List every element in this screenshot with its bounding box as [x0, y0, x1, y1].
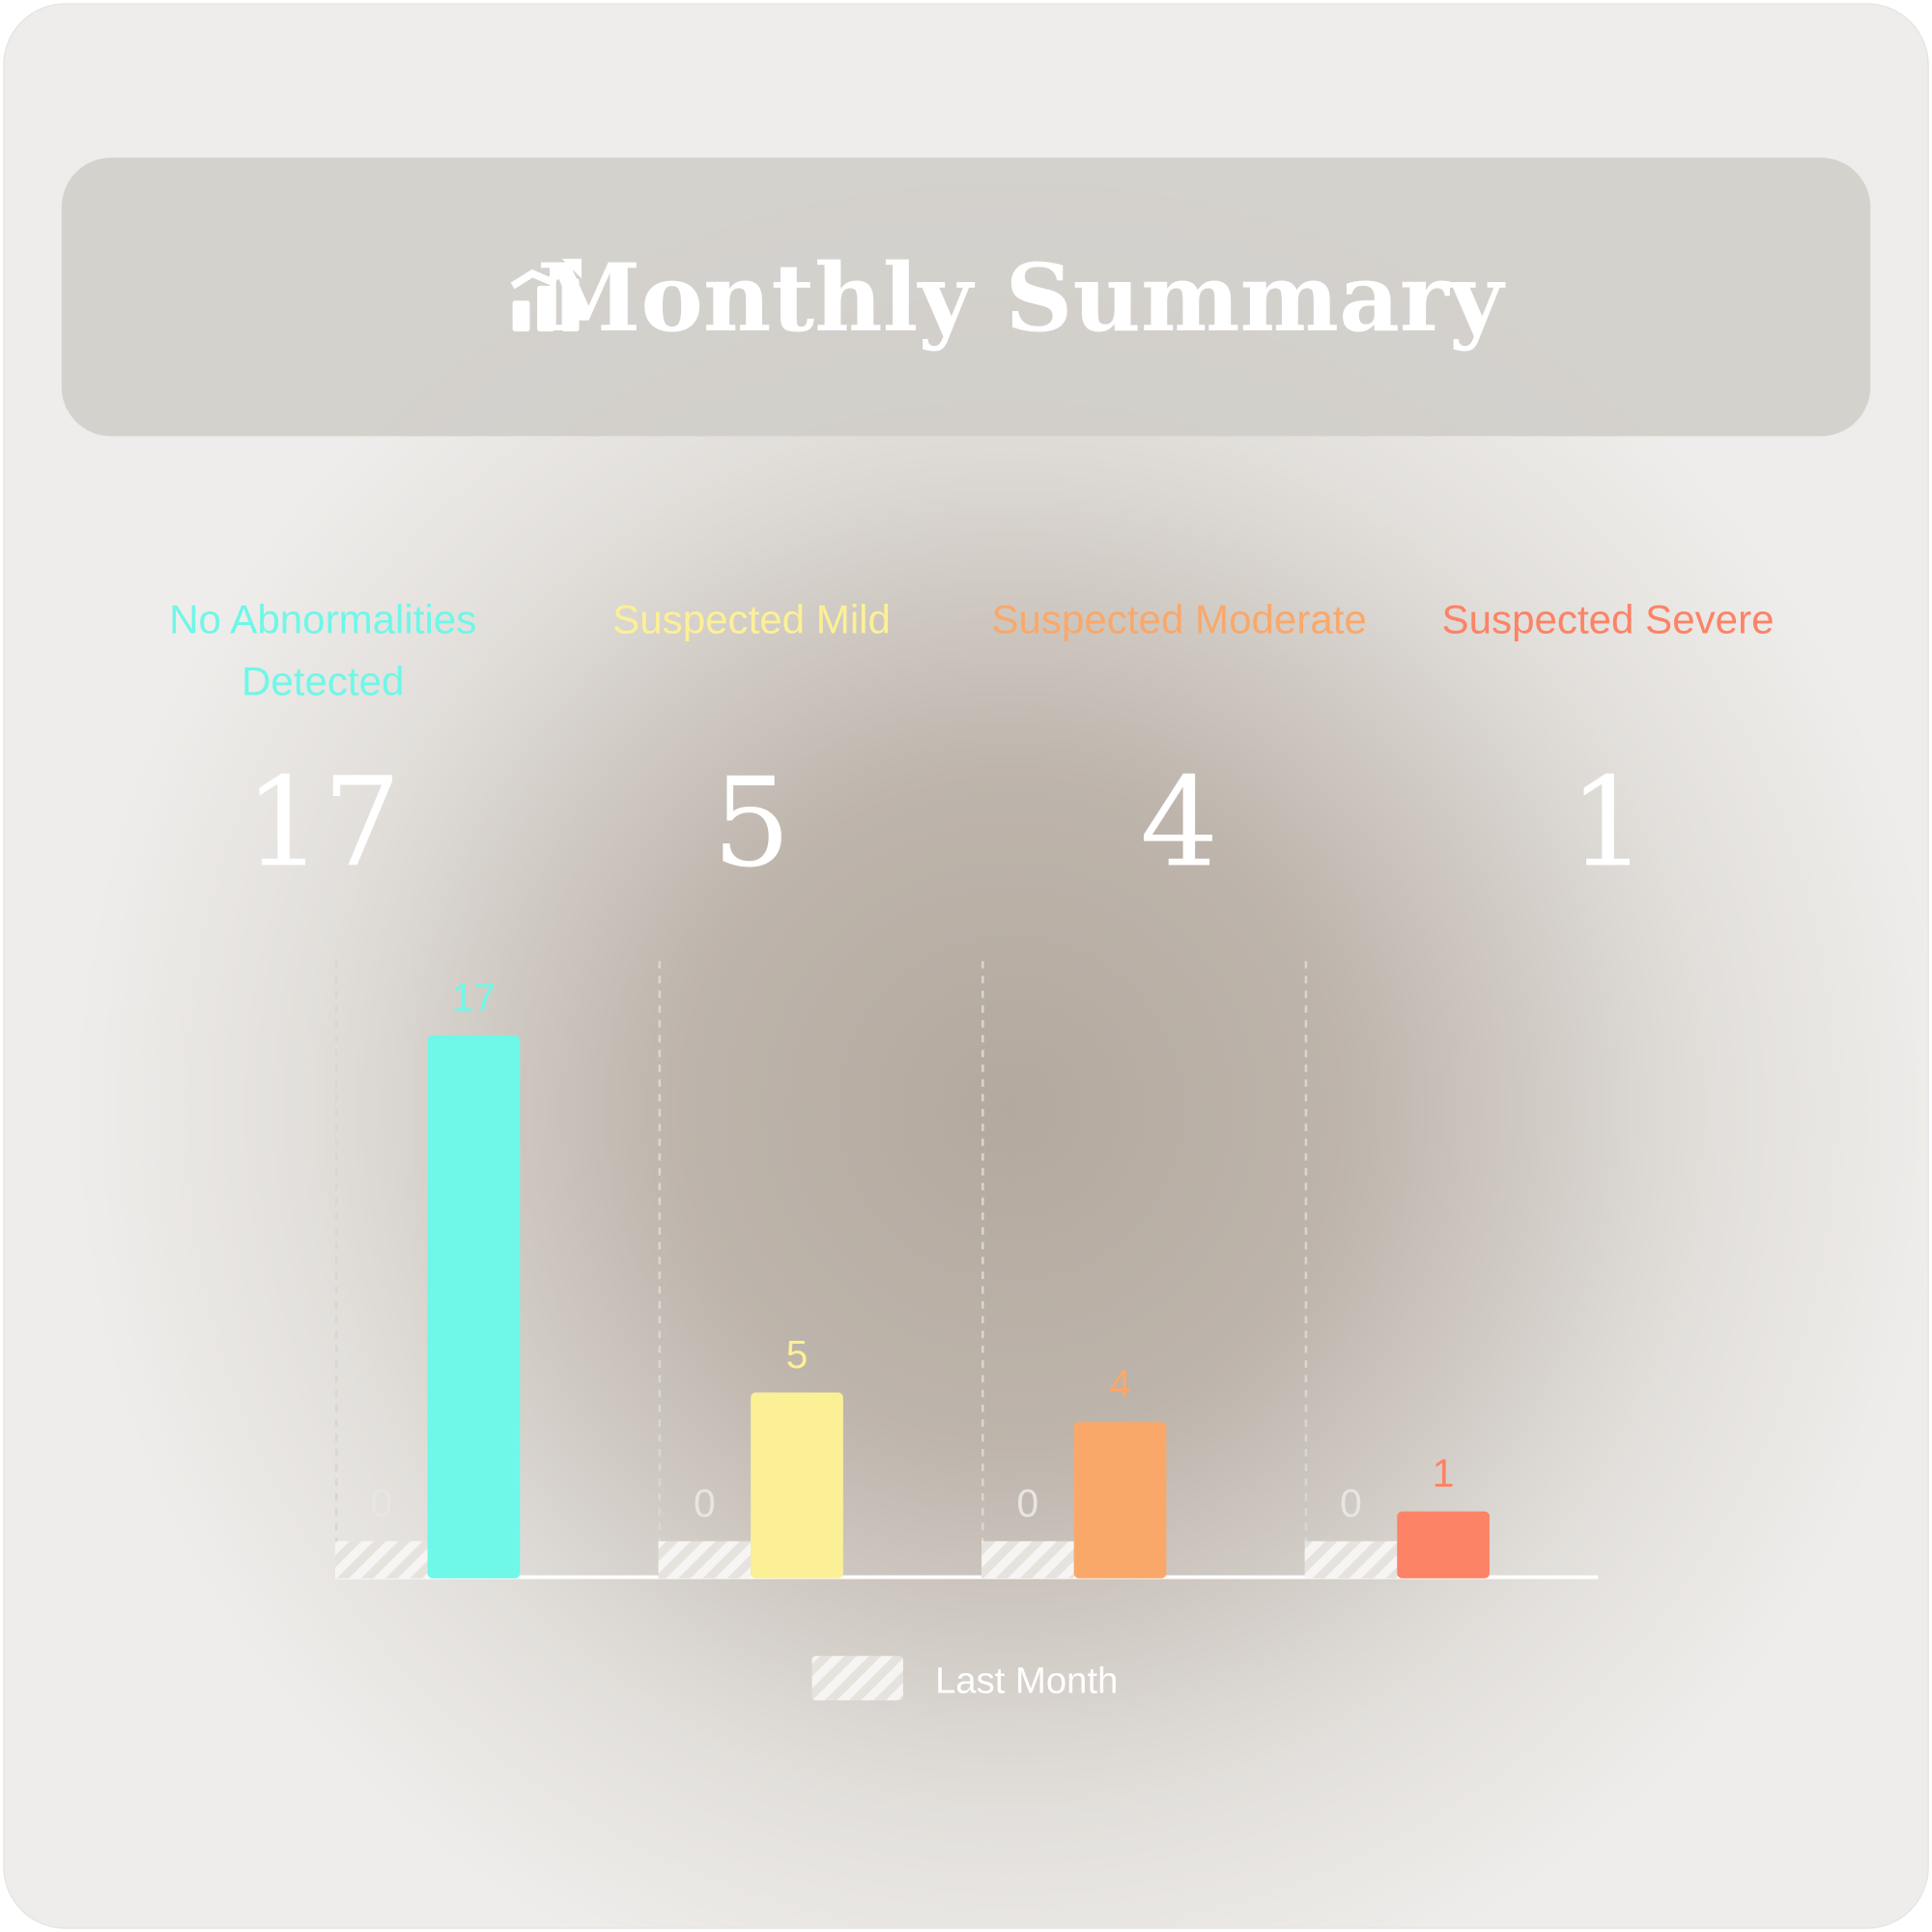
header-panel: [61, 157, 1871, 437]
category-label: Suspected Moderate: [991, 596, 1367, 642]
last-month-value-label: 0: [1340, 1481, 1362, 1525]
last-month-value-label: 0: [370, 1481, 392, 1525]
last-month-bar: [334, 1541, 428, 1578]
current-value-label: 5: [786, 1332, 809, 1377]
current-month-bar: [1073, 1422, 1167, 1578]
category-label-box: No Abnormalities Detected: [169, 596, 477, 704]
summary-count: 17: [244, 752, 401, 895]
legend-label: Last Month: [935, 1661, 1118, 1702]
category-label-box: Suspected Moderate: [991, 596, 1367, 642]
current-month-bar: [751, 1392, 843, 1578]
category-label: Suspected Severe: [1441, 596, 1775, 642]
category-label-box: Suspected Severe: [1441, 596, 1775, 642]
category-label: Suspected Mild: [612, 596, 891, 642]
summary-count: 1: [1569, 752, 1647, 895]
last-month-bar: [981, 1541, 1074, 1578]
current-month-bar: [1397, 1511, 1490, 1578]
current-value-label: 4: [1109, 1362, 1131, 1406]
category-label: No Abnormalities Detected: [169, 596, 477, 704]
summary-count: 5: [712, 752, 790, 895]
current-value-label: 17: [452, 975, 496, 1019]
current-value-label: 1: [1433, 1451, 1455, 1495]
summary-count: 4: [1140, 752, 1218, 895]
header-title: Monthly Summary: [537, 242, 1506, 353]
current-month-bar: [427, 1035, 521, 1578]
last-month-value-label: 0: [694, 1481, 716, 1525]
category-label-box: Suspected Mild: [612, 596, 891, 642]
last-month-bar: [1304, 1541, 1398, 1578]
legend-swatch: [811, 1656, 903, 1701]
last-month-value-label: 0: [1017, 1481, 1039, 1525]
last-month-bar: [658, 1541, 752, 1578]
bar-chart: No Abnormalities Detected 17 Suspected Mil…: [169, 596, 1775, 1702]
